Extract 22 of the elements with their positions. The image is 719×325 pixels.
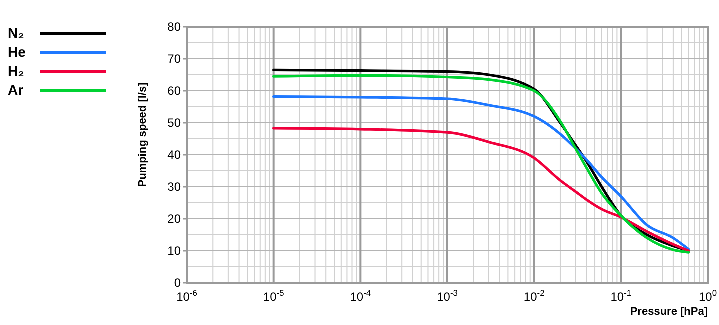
x-tick-label: 10$^{-1}$ <box>610 288 632 304</box>
x-tick-label: 10$^{0}$ <box>698 288 718 304</box>
y-tick-label: 40 <box>168 148 182 162</box>
y-tick-label: 60 <box>168 84 182 98</box>
legend-label: N₂ <box>8 25 24 41</box>
y-tick-label: 80 <box>168 20 182 34</box>
legend-label: Ar <box>8 82 24 98</box>
x-tick-label: 10$^{-6}$ <box>176 288 198 304</box>
y-tick-label: 70 <box>168 52 182 66</box>
x-tick-label: 10$^{-4}$ <box>350 288 372 304</box>
y-axis-title: Pumping speed [l/s] <box>137 82 149 188</box>
y-tick-label: 0 <box>174 276 182 290</box>
x-tick-label: 10$^{-3}$ <box>437 288 458 304</box>
y-tick-label: 20 <box>168 212 182 226</box>
x-tick-label: 10$^{-5}$ <box>263 288 285 304</box>
x-tick-label: 10$^{-2}$ <box>524 288 546 304</box>
y-tick-label: 50 <box>168 116 182 130</box>
y-tick-label: 10 <box>168 244 182 258</box>
y-tick-label: 30 <box>168 180 182 194</box>
legend-label: He <box>8 44 26 60</box>
legend-label: H₂ <box>8 63 24 79</box>
x-axis-title: Pressure [hPa] <box>630 306 708 318</box>
